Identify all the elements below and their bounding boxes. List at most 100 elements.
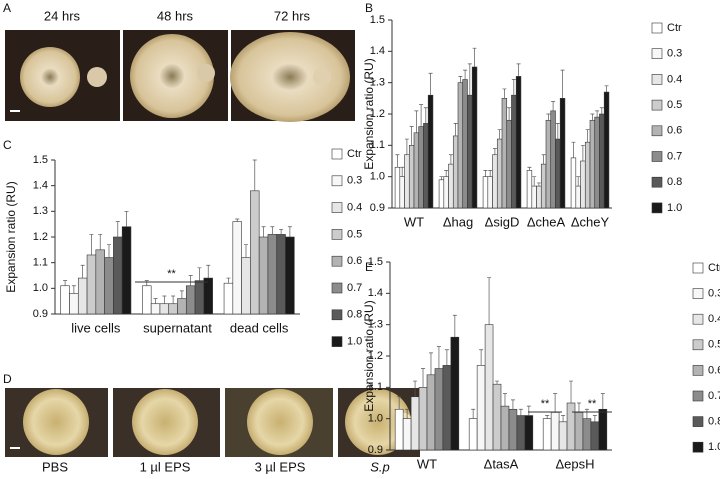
legend-swatch (692, 416, 704, 427)
error-bar (502, 393, 507, 407)
bar (462, 79, 468, 209)
panel-label: D (3, 372, 12, 386)
error-bar (413, 380, 418, 397)
error-bar (144, 280, 149, 286)
error-bar (510, 399, 515, 410)
bar (232, 221, 242, 315)
error-bar (423, 107, 428, 124)
bar (423, 123, 429, 209)
x-tick-label: supernatant (143, 320, 212, 335)
bar (267, 234, 278, 315)
error-bar (395, 154, 400, 168)
error-bar (107, 244, 112, 258)
photo-caption: S.p (370, 459, 390, 474)
error-bar (507, 107, 512, 121)
bar (599, 113, 605, 209)
bar (515, 76, 522, 209)
bar (492, 154, 498, 209)
error-bar (197, 267, 202, 281)
error-bar (235, 218, 240, 222)
bar (77, 277, 88, 315)
y-tick-label: 1.4 (368, 287, 383, 299)
legend-swatch (651, 151, 663, 162)
error-bar (397, 396, 402, 410)
legend-swatch (331, 148, 343, 160)
bar (69, 293, 79, 315)
bar (540, 163, 547, 209)
bar (492, 383, 502, 451)
bar (60, 285, 70, 315)
legend-swatch (651, 74, 663, 85)
bar (418, 387, 428, 451)
error-bar (153, 298, 158, 304)
y-tick-label: 1.3 (370, 77, 385, 89)
error-bar (467, 63, 472, 96)
y-tick-label: 1.1 (33, 257, 48, 269)
error-bar (495, 380, 500, 385)
error-bar (526, 405, 531, 416)
error-bar (98, 234, 103, 250)
bar (471, 66, 478, 209)
error-bar (551, 101, 556, 111)
error-bar (89, 234, 94, 255)
legend-label: 0.7 (667, 150, 682, 162)
error-bar (497, 129, 502, 140)
bar (555, 138, 561, 209)
error-bar (471, 408, 476, 419)
error-bar (592, 415, 597, 422)
bar (526, 170, 533, 209)
bar (276, 234, 286, 315)
bar (496, 138, 503, 209)
bar (150, 303, 161, 315)
error-bar (472, 47, 477, 67)
bar (603, 91, 610, 209)
bar (408, 145, 415, 209)
bar (113, 236, 123, 315)
bar (95, 249, 105, 315)
error-bar (569, 380, 574, 403)
error-bar (580, 144, 585, 161)
error-bar (561, 415, 566, 422)
bar (185, 285, 196, 315)
bar (468, 418, 478, 451)
error-bar (439, 176, 444, 180)
photo-caption: 1 µl EPS (140, 459, 191, 474)
y-axis-label: Expansion ratio (RU) (362, 300, 376, 411)
error-bar (516, 63, 521, 77)
error-bar (452, 314, 457, 338)
error-bar (545, 415, 550, 419)
error-bar (571, 141, 576, 158)
error-bar (243, 244, 248, 258)
bar (545, 119, 552, 209)
photo-panel-d (5, 388, 420, 457)
bar (570, 157, 577, 209)
x-tick-label: ΔsigD (485, 214, 520, 229)
photo-caption: 48 hrs (157, 8, 194, 23)
y-tick-label: 0.9 (368, 444, 383, 456)
bar (467, 94, 473, 209)
legend-label: 0.5 (708, 339, 720, 351)
error-bar (428, 72, 433, 96)
bar (450, 336, 460, 451)
error-bar (124, 210, 129, 227)
error-bar (479, 349, 484, 366)
error-bar (488, 170, 493, 177)
y-tick-label: 1.2 (368, 350, 383, 362)
error-bar (287, 226, 292, 237)
bar (501, 98, 508, 209)
error-bar (404, 138, 409, 155)
y-tick-label: 1.2 (370, 108, 385, 120)
bar (438, 179, 445, 209)
legend-label: 0.6 (708, 364, 720, 376)
bar (250, 190, 260, 315)
x-tick-label: WT (417, 456, 437, 471)
bar (558, 421, 568, 451)
error-bar (458, 76, 463, 83)
bar (121, 226, 132, 315)
y-tick-label: 1.5 (370, 14, 385, 26)
error-bar (527, 166, 532, 171)
legend-swatch (331, 229, 343, 240)
error-bar (428, 352, 433, 375)
legend-label: 0.4 (708, 313, 720, 325)
error-bar (436, 346, 441, 369)
